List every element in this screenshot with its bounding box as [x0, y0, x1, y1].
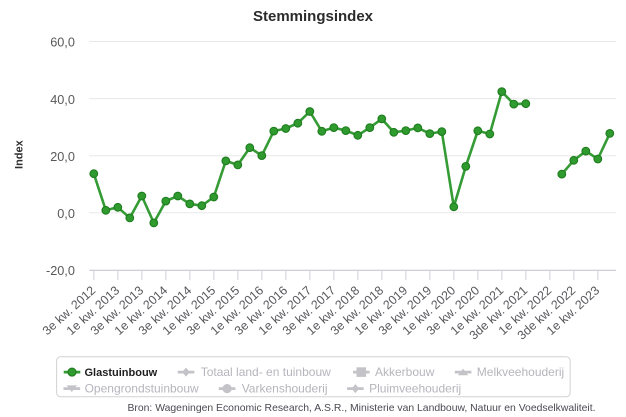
svg-text:20,0: 20,0	[50, 150, 75, 164]
svg-text:Glastuinbouw: Glastuinbouw	[85, 367, 158, 379]
svg-text:Melkveehouderij: Melkveehouderij	[477, 365, 564, 379]
svg-text:0,0: 0,0	[57, 207, 75, 221]
svg-text:Akkerbouw: Akkerbouw	[375, 365, 435, 379]
svg-text:Opengrondstuinbouw: Opengrondstuinbouw	[85, 382, 199, 396]
svg-text:Stemmingsindex: Stemmingsindex	[253, 8, 374, 25]
svg-text:Totaal land- en tuinbouw: Totaal land- en tuinbouw	[201, 365, 331, 379]
svg-text:40,0: 40,0	[50, 93, 75, 107]
svg-text:Bron: Wageningen Economic Rese: Bron: Wageningen Economic Research, A.S.…	[127, 403, 595, 414]
svg-text:60,0: 60,0	[50, 36, 75, 50]
svg-text:-20,0: -20,0	[46, 264, 75, 278]
svg-text:Pluimveehouderij: Pluimveehouderij	[369, 382, 461, 396]
svg-text:Index: Index	[13, 139, 25, 169]
svg-text:Varkenshouderij: Varkenshouderij	[242, 382, 328, 396]
